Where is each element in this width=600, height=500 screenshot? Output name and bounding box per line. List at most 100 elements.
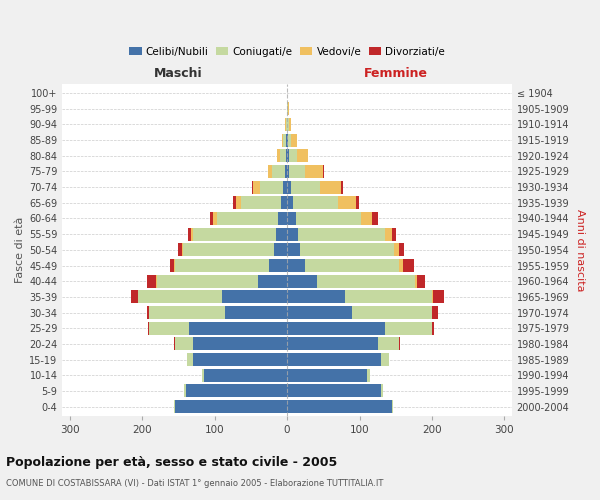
Bar (341, 180, 343, 194)
Bar (381, 384, 383, 398)
Bar (272, 165, 285, 178)
Legend: Celibi/Nubili, Coniugati/e, Vedovi/e, Divorziati/e: Celibi/Nubili, Coniugati/e, Vedovi/e, Di… (125, 42, 449, 60)
Bar (147, 275, 156, 287)
Bar (372, 212, 377, 225)
Bar (191, 228, 193, 240)
Bar (287, 244, 300, 256)
Bar (338, 196, 356, 209)
Bar (287, 275, 317, 287)
Bar (392, 228, 397, 240)
Bar (400, 244, 404, 256)
Bar (403, 259, 414, 272)
Bar (184, 244, 274, 256)
Bar (157, 275, 258, 287)
Bar (175, 259, 269, 272)
Bar (432, 322, 434, 334)
Bar (175, 400, 287, 413)
Bar (252, 180, 253, 194)
Bar (278, 212, 287, 225)
Bar (287, 338, 377, 350)
Bar (226, 306, 287, 319)
Bar (432, 306, 438, 319)
Bar (300, 244, 394, 256)
Bar (317, 275, 415, 287)
Bar (193, 228, 276, 240)
Bar (381, 353, 389, 366)
Bar (283, 134, 286, 146)
Bar (290, 180, 320, 194)
Bar (204, 369, 287, 382)
Bar (149, 306, 226, 319)
Bar (287, 400, 392, 413)
Text: Femmine: Femmine (364, 67, 428, 80)
Bar (296, 212, 361, 225)
Bar (233, 196, 236, 209)
Bar (286, 150, 287, 162)
Bar (288, 134, 292, 146)
Bar (148, 322, 149, 334)
Bar (175, 338, 193, 350)
Bar (385, 228, 392, 240)
Bar (174, 338, 175, 350)
Bar (217, 212, 278, 225)
Bar (288, 102, 289, 115)
Text: COMUNE DI COSTABISSARA (VI) - Dati ISTAT 1° gennaio 2005 - Elaborazione TUTTITAL: COMUNE DI COSTABISSARA (VI) - Dati ISTAT… (6, 479, 383, 488)
Bar (276, 228, 287, 240)
Y-axis label: Anni di nascita: Anni di nascita (575, 208, 585, 291)
Bar (178, 244, 182, 256)
Bar (287, 290, 345, 304)
Bar (281, 196, 287, 209)
Bar (209, 212, 213, 225)
Bar (188, 228, 191, 240)
Bar (213, 212, 217, 225)
Bar (293, 196, 338, 209)
Bar (377, 338, 400, 350)
Bar (433, 290, 443, 304)
Bar (287, 353, 381, 366)
Bar (361, 212, 372, 225)
Bar (385, 322, 432, 334)
Bar (289, 150, 297, 162)
Bar (305, 259, 400, 272)
Bar (274, 244, 287, 256)
Bar (189, 322, 287, 334)
Bar (287, 369, 367, 382)
Bar (187, 353, 193, 366)
Bar (345, 290, 432, 304)
Bar (292, 134, 297, 146)
Bar (286, 118, 287, 131)
Bar (258, 275, 287, 287)
Bar (184, 384, 185, 398)
Bar (182, 244, 184, 256)
Text: Popolazione per età, sesso e stato civile - 2005: Popolazione per età, sesso e stato civil… (6, 456, 337, 469)
Bar (287, 134, 288, 146)
Bar (269, 259, 287, 272)
Bar (193, 338, 287, 350)
Bar (287, 196, 293, 209)
Bar (287, 212, 296, 225)
Bar (268, 165, 272, 178)
Bar (305, 165, 323, 178)
Bar (282, 134, 283, 146)
Y-axis label: Fasce di età: Fasce di età (15, 216, 25, 283)
Bar (320, 180, 341, 194)
Bar (287, 118, 289, 131)
Bar (286, 134, 287, 146)
Bar (253, 180, 260, 194)
Bar (193, 353, 287, 366)
Bar (241, 196, 281, 209)
Bar (418, 275, 425, 287)
Bar (156, 275, 157, 287)
Bar (394, 244, 400, 256)
Bar (174, 400, 175, 413)
Bar (236, 196, 241, 209)
Bar (289, 118, 290, 131)
Bar (287, 306, 352, 319)
Bar (297, 150, 308, 162)
Bar (289, 165, 305, 178)
Bar (222, 290, 287, 304)
Bar (283, 180, 287, 194)
Bar (298, 228, 385, 240)
Bar (287, 102, 288, 115)
Bar (285, 165, 287, 178)
